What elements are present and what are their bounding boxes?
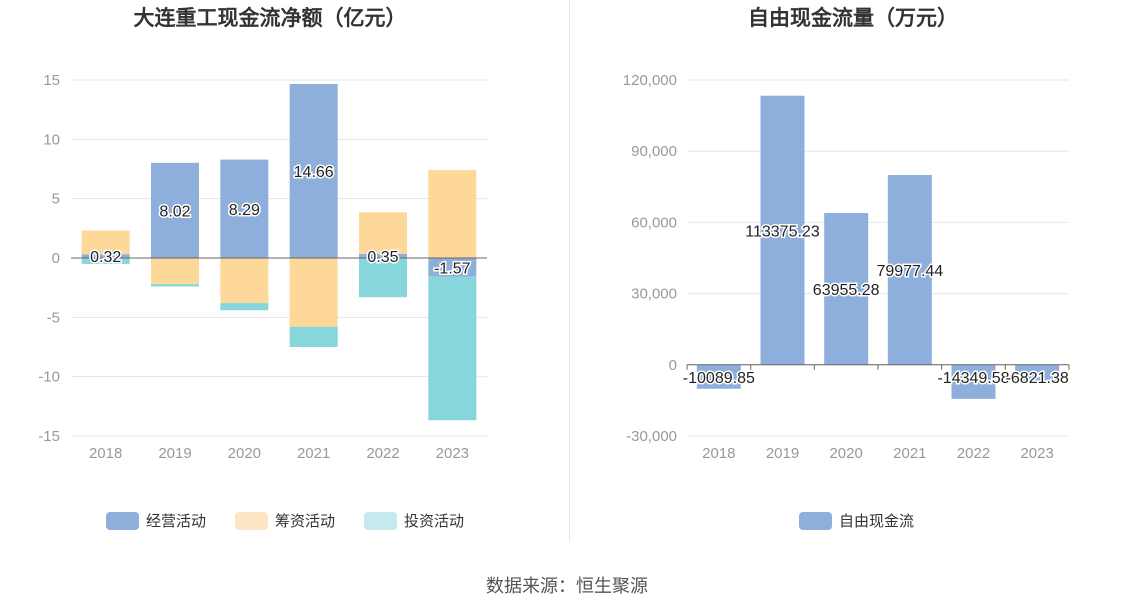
legend-item-label: 经营活动 [146,513,206,530]
right-x-tick-label: 2023 [1020,445,1053,462]
right-x-tick-label: 2021 [893,445,926,462]
bar-segment [428,170,477,258]
data-label: 63955.28 [813,282,880,299]
data-label: 14.66 [294,164,334,181]
left-x-tick-label: 2023 [436,445,469,462]
bar-segment [428,276,477,421]
right-y-tick-label: 120,000 [623,72,677,89]
left-y-tick-label: -10 [38,369,60,386]
legend-swatch [364,512,397,530]
legend-swatch [235,512,268,530]
bar-segment [220,258,269,304]
left-y-tick-label: 15 [43,72,60,89]
data-label: 8.29 [229,202,260,219]
right-x-tick-label: 2019 [766,445,799,462]
legend-swatch [799,512,832,530]
bar-segment [428,258,477,277]
bar [824,213,869,365]
left-y-tick-label: -15 [38,428,60,445]
left-x-tick-label: 2021 [297,445,330,462]
bar-segment [81,258,130,264]
right-x-tick-label: 2020 [829,445,862,462]
left-x-tick-label: 2022 [366,445,399,462]
bar-segment [359,212,407,254]
left-y-tick-label: 0 [52,250,60,267]
bar-segment [289,258,338,327]
data-label: -6821.38 [1006,370,1069,387]
data-label: -10089.85 [683,370,755,387]
data-label: 113375.23 [745,223,820,240]
right-y-tick-label: 90,000 [631,143,677,160]
left-y-tick-label: -5 [47,309,60,326]
bar-segment [151,284,199,287]
bar-segment [289,326,338,347]
left-x-tick-label: 2020 [228,445,261,462]
data-label: -1.57 [434,260,471,277]
data-label: 0.35 [367,249,398,266]
data-label: 8.02 [159,203,190,220]
left-x-tick-label: 2019 [158,445,191,462]
right-y-tick-label: 0 [669,357,677,374]
right-x-tick-label: 2018 [702,445,735,462]
right-chart-title: 自由现金流量（万元） [748,6,958,30]
cash-flow-charts: 大连重工现金流净额（亿元） 自由现金流量（万元） 15 10 5 0 -5 -10 -15 2… [38,6,1070,530]
left-y-tick-label: 5 [52,191,60,208]
legend-swatch [106,512,139,530]
right-y-tick-label: 60,000 [631,214,677,231]
bar [760,95,805,365]
data-label: -14349.58 [937,370,1009,387]
right-x-tick-label: 2022 [957,445,990,462]
legend-item-label: 筹资活动 [275,513,335,530]
bar-segment [220,159,269,258]
bar-segment [151,162,199,258]
right-y-tick-label: -30,000 [626,428,677,445]
chart-divider [569,0,570,542]
data-label: 0.32 [90,249,121,266]
bar [951,364,996,399]
data-source-note: 数据来源：恒生聚源 [486,576,648,596]
left-y-tick-label: 10 [43,131,60,148]
bar-segment [289,84,338,258]
legend-item-label: 自由现金流 [839,513,914,530]
bar [887,174,932,365]
bar-segment [359,258,407,298]
right-y-tick-label: 30,000 [631,286,677,303]
bar-segment [359,253,407,258]
bar-segment [81,254,130,258]
bar-segment [81,230,130,255]
bar-segment [220,303,269,311]
legend-item-label: 投资活动 [404,513,464,530]
bar-segment [151,258,199,285]
left-x-tick-label: 2018 [89,445,122,462]
left-chart-title: 大连重工现金流净额（亿元） [134,6,407,30]
bar [1015,364,1060,381]
data-label: 79977.44 [876,263,943,280]
bar [696,364,741,389]
